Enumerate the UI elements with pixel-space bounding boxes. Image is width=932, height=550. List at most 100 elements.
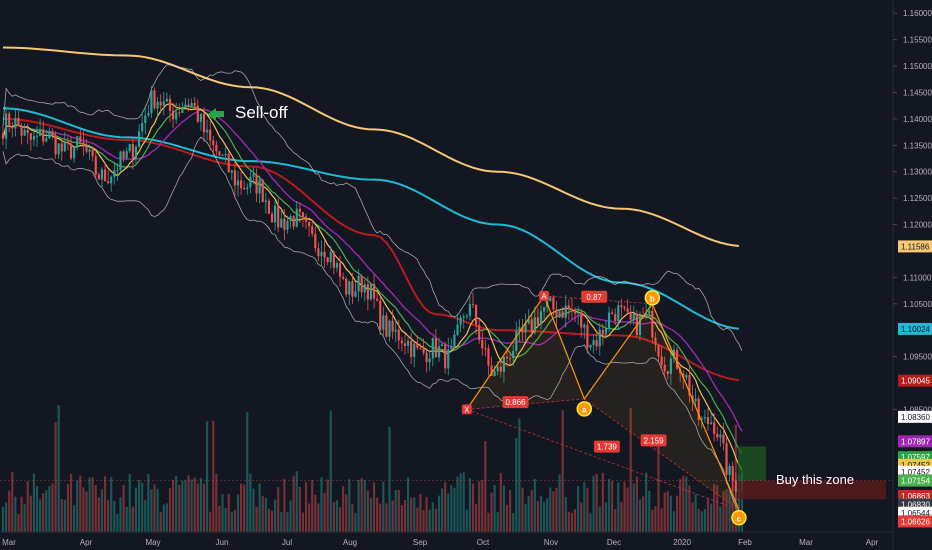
volume-bar bbox=[453, 487, 456, 532]
candle-body bbox=[512, 350, 515, 359]
candle-body bbox=[444, 344, 447, 369]
candle-body bbox=[85, 145, 88, 152]
price-tag: 1.08360 bbox=[898, 410, 932, 423]
volume-bar bbox=[607, 478, 611, 532]
volume-bar bbox=[159, 512, 162, 532]
volume-bar bbox=[552, 491, 555, 532]
candle-body bbox=[382, 315, 385, 330]
moving-average-line bbox=[2, 103, 743, 471]
candle-body bbox=[224, 153, 227, 155]
candle-body bbox=[527, 319, 530, 324]
volume-bar bbox=[515, 438, 518, 532]
volume-bar bbox=[107, 499, 110, 532]
volume-bar bbox=[119, 497, 122, 532]
volume-bar bbox=[672, 511, 676, 532]
candle-body bbox=[410, 340, 413, 357]
candle-body bbox=[348, 281, 351, 295]
volume-bar bbox=[450, 485, 453, 532]
price-tag-bg bbox=[898, 474, 932, 487]
volume-bar bbox=[428, 509, 431, 532]
candle-body bbox=[153, 90, 156, 109]
price-tag: 1.07897 bbox=[898, 435, 932, 448]
candle-body bbox=[456, 324, 459, 335]
candle-body bbox=[45, 138, 48, 142]
volume-bar bbox=[635, 476, 638, 532]
volume-bar bbox=[703, 508, 706, 532]
volume-bar bbox=[134, 487, 138, 532]
volume-bar bbox=[348, 479, 351, 532]
volume-bar bbox=[629, 407, 632, 532]
price-tag-label: 1.11586 bbox=[901, 242, 930, 251]
price-tick-label: 1.13000 bbox=[903, 168, 932, 177]
volume-bar bbox=[218, 505, 221, 532]
candle-body bbox=[252, 174, 255, 177]
volume-bar bbox=[379, 503, 382, 532]
volume-bar bbox=[66, 484, 70, 532]
candle-body bbox=[521, 327, 524, 333]
candle-body bbox=[317, 248, 320, 257]
volume-bar bbox=[165, 503, 168, 532]
volume-bar bbox=[209, 511, 212, 532]
time-tick-label: Sep bbox=[413, 538, 428, 547]
candle-body bbox=[716, 433, 719, 438]
candle-body bbox=[425, 352, 428, 363]
moving-average-line bbox=[2, 105, 743, 454]
candle-body bbox=[487, 348, 490, 366]
volume-bar bbox=[391, 500, 394, 532]
candle-body bbox=[243, 188, 246, 190]
candle-body bbox=[178, 112, 181, 114]
candle-body bbox=[484, 348, 487, 350]
ratio-tag-bg bbox=[640, 434, 667, 447]
pattern-point-bg bbox=[576, 401, 593, 417]
candle-body bbox=[23, 129, 26, 136]
candle-body bbox=[567, 305, 570, 310]
candle-body bbox=[570, 309, 574, 311]
volume-bar bbox=[539, 496, 543, 532]
candle-body bbox=[706, 417, 710, 425]
volume-bar bbox=[654, 506, 657, 532]
candle-body bbox=[499, 366, 502, 372]
volume-bar bbox=[366, 490, 369, 532]
candle-body bbox=[79, 136, 82, 143]
candle-body bbox=[184, 104, 187, 109]
price-tick-label: 1.11000 bbox=[903, 273, 932, 282]
candle-body bbox=[147, 112, 150, 116]
volume-bar bbox=[524, 503, 527, 532]
volume-bar bbox=[320, 477, 323, 532]
time-tick-label: Apr bbox=[80, 538, 93, 547]
time-axis[interactable]: Mar Apr May Jun Jul Aug Sep Oct Nov Dec 2020 Feb Mar… bbox=[0, 531, 893, 547]
candle-body bbox=[447, 349, 450, 369]
candle-body bbox=[403, 343, 407, 346]
candle-body bbox=[270, 213, 274, 223]
candle-body bbox=[552, 297, 555, 310]
time-tick-label: May bbox=[145, 538, 160, 547]
candle-body bbox=[277, 205, 280, 228]
candle-body bbox=[422, 348, 425, 353]
volume-bar bbox=[493, 484, 496, 532]
volume-bar bbox=[342, 486, 345, 532]
volume-bar bbox=[638, 499, 642, 532]
volume-bar bbox=[224, 508, 227, 532]
volume-bar bbox=[116, 513, 119, 532]
candle-body bbox=[450, 345, 453, 350]
candle-body bbox=[573, 309, 577, 314]
candle-body bbox=[366, 284, 369, 300]
candle-body bbox=[107, 181, 110, 184]
volume-bar bbox=[481, 479, 484, 532]
candle-body bbox=[298, 208, 301, 213]
candle-body bbox=[168, 98, 172, 111]
candle-body bbox=[632, 313, 635, 320]
pattern-point-label: a bbox=[582, 405, 587, 414]
candle-body bbox=[413, 343, 416, 357]
volume-bar bbox=[190, 479, 193, 532]
candle-body bbox=[518, 327, 521, 332]
volume-bar bbox=[617, 482, 620, 532]
candle-body bbox=[419, 347, 422, 349]
candle-body bbox=[363, 284, 366, 293]
price-tag-label: 1.07897 bbox=[901, 437, 930, 446]
candle-body bbox=[372, 284, 376, 299]
price-axis[interactable]: 1.16000 1.15500 1.15000 1.14500 1.14000 1.135… bbox=[892, 0, 932, 550]
bollinger-upper bbox=[2, 64, 743, 351]
candle-body bbox=[54, 135, 57, 155]
